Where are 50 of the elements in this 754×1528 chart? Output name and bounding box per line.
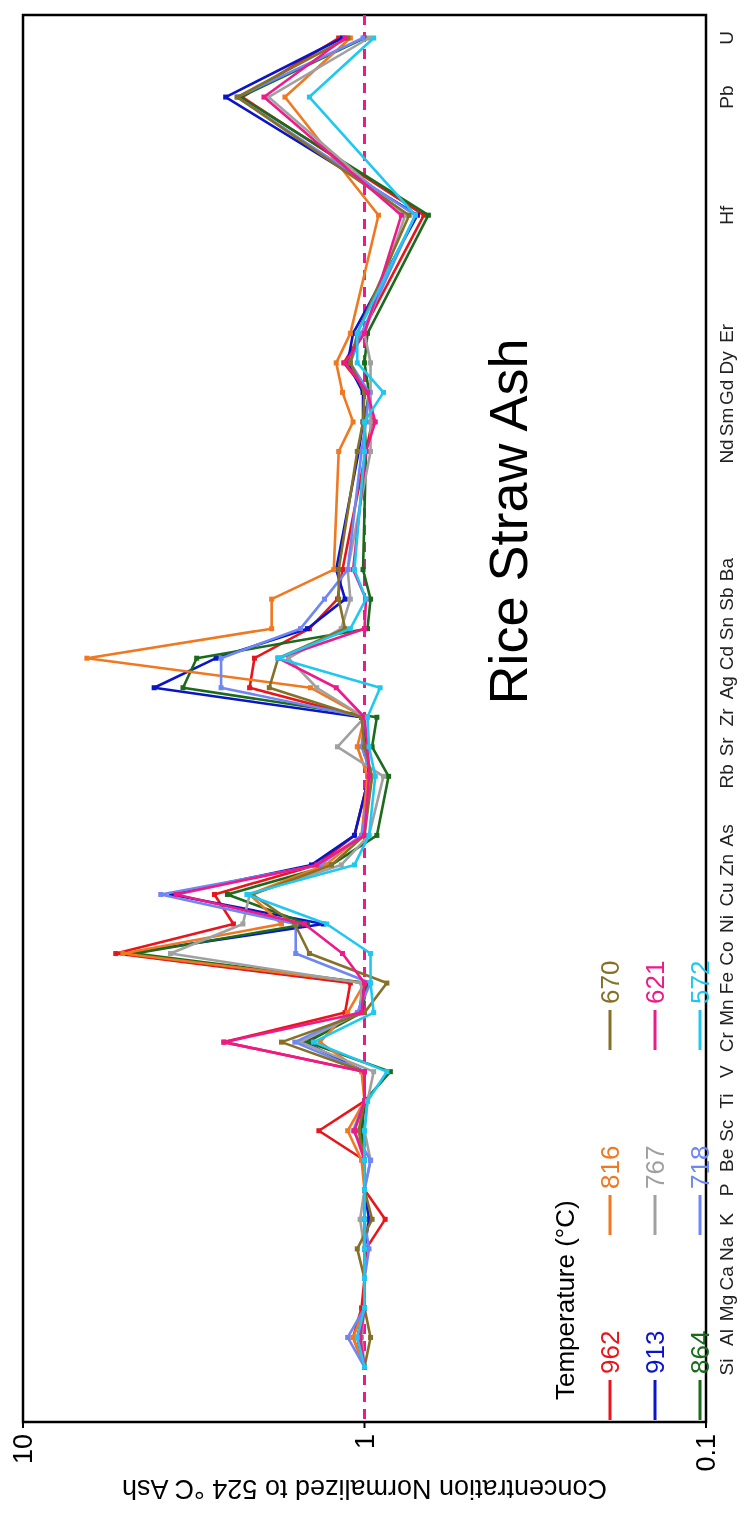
y-tick-label: Sn xyxy=(715,617,737,641)
y-tick-label: Sb xyxy=(715,587,737,611)
y-tick-label: P xyxy=(715,1183,737,1197)
y-tick-label: Na xyxy=(715,1236,737,1262)
y-tick-label: Sc xyxy=(715,1119,737,1142)
x-axis-title: Concentration Normalized to 524 °C Ash xyxy=(121,1474,608,1504)
y-tick-label: As xyxy=(715,824,737,847)
text: 864 xyxy=(685,1330,716,1374)
y-tick-label: Ti xyxy=(715,1093,737,1109)
y-tick-label: Er xyxy=(715,323,737,343)
y-tick-label: Sm xyxy=(715,407,737,437)
text: 816 xyxy=(595,1145,626,1189)
y-tick-label: Rb xyxy=(715,764,737,789)
text: 670 xyxy=(595,960,626,1004)
y-tick-label: Ba xyxy=(715,557,737,582)
text: 962 xyxy=(595,1330,626,1374)
text: 718 xyxy=(685,1145,716,1189)
text: 572 xyxy=(685,960,716,1004)
y-tick-label: Cd xyxy=(715,646,737,671)
y-tick-label: Al xyxy=(715,1329,737,1346)
y-tick-label: V xyxy=(715,1065,737,1079)
y-tick-label: Nd xyxy=(715,439,737,464)
y-tick-label: Cr xyxy=(715,1031,737,1053)
y-tick-label: Ni xyxy=(715,915,737,933)
y-tick-label: Dy xyxy=(715,350,737,375)
y-tick-label: Be xyxy=(715,1148,737,1172)
y-tick-label: Ag xyxy=(715,676,737,700)
text: 913 xyxy=(640,1330,671,1374)
y-tick-label: Fe xyxy=(715,971,737,995)
y-tick-label: Co xyxy=(715,941,737,966)
y-tick-label: Mg xyxy=(715,1294,737,1322)
y-tick-label: Pb xyxy=(715,85,737,109)
y-tick-label: Sr xyxy=(715,736,737,757)
x-tick-label: 0.1 xyxy=(691,1434,722,1472)
x-tick-label: 1 xyxy=(349,1434,380,1450)
y-tick-label: Ca xyxy=(715,1265,737,1291)
y-tick-label: Zn xyxy=(715,853,737,877)
y-tick-label: Zr xyxy=(715,707,737,727)
x-tick-label: 10 xyxy=(8,1434,39,1465)
text: 767 xyxy=(640,1145,671,1189)
y-tick-label: K xyxy=(715,1212,737,1226)
y-tick-label: Cu xyxy=(715,882,737,907)
y-tick-label: U xyxy=(715,31,737,45)
text: 621 xyxy=(640,960,671,1004)
y-tick-label: Mn xyxy=(715,999,737,1026)
y-tick-label: Si xyxy=(715,1358,737,1376)
y-tick-label: Hf xyxy=(715,204,737,225)
y-tick-label: Gd xyxy=(715,379,737,406)
legend-title: Temperature (°C) xyxy=(550,1200,581,1400)
text: Rice Straw Ash xyxy=(477,338,538,705)
